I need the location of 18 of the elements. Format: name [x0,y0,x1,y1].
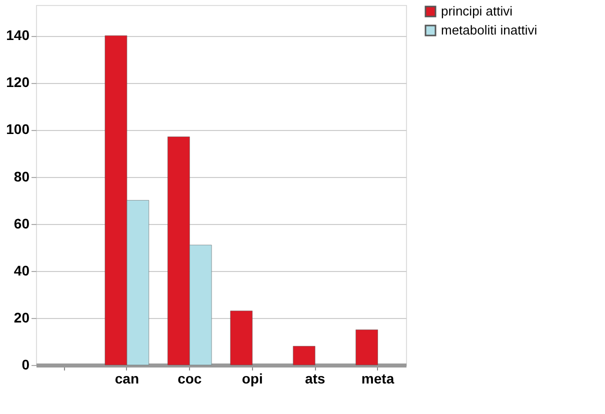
bar [292,346,316,366]
y-tick-label: 40 [14,262,30,278]
y-tick-label: 80 [14,168,30,184]
legend-label: metaboliti inattivi [441,22,538,38]
y-tick-label: 0 [22,356,30,372]
legend-label: principi attivi [441,4,513,18]
x-tick-label: coc [178,370,202,386]
y-tick-label: 120 [6,74,30,90]
y-tick-label: 60 [14,215,30,232]
y-tick-label: 140 [6,27,30,44]
x-tick-label: meta [361,370,394,386]
y-tick-label: 20 [14,309,30,326]
bar [356,330,378,366]
x-tick-label: ats [304,370,326,386]
x-tick-label: can [114,370,139,386]
x-tick-label: opi [242,370,263,386]
y-tick-label: 100 [6,121,30,138]
bar [230,310,253,366]
